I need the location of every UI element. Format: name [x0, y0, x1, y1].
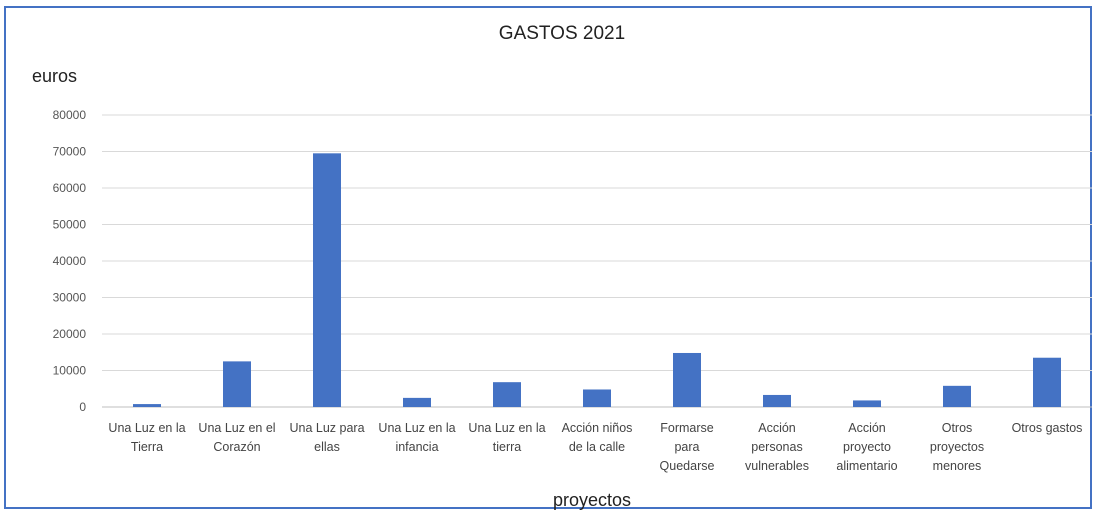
y-axis-title: euros	[32, 66, 77, 86]
bar	[403, 397, 431, 407]
x-category-label: Formarse para Quedarse	[660, 421, 715, 473]
bars	[133, 153, 1061, 407]
x-category-label: Acción proyecto alimentario	[836, 421, 897, 473]
y-tick-label: 0	[79, 400, 86, 414]
x-axis-title: proyectos	[553, 490, 631, 510]
bar	[313, 153, 341, 407]
y-tick-labels: 0 10000 20000 30000 40000 50000 60000 70000 8000…	[53, 108, 87, 414]
x-category-label: Una Luz en la tierra	[468, 421, 545, 454]
bar	[493, 382, 521, 407]
y-tick-label: 10000	[53, 364, 87, 378]
x-category-label: Una Luz en la infancia	[378, 421, 455, 454]
bar	[673, 352, 701, 407]
x-category-label: Otros gastos	[1012, 421, 1083, 435]
y-tick-label: 50000	[53, 218, 87, 232]
x-category-label: Una Luz para ellas	[289, 421, 364, 454]
gridlines	[102, 114, 1092, 408]
x-category-label: Una Luz en la Tierra	[108, 421, 185, 454]
x-category-label: Acción niños de la calle	[562, 421, 633, 454]
chart-frame: GASTOS 2021 euros proyectos 0 10000 20000 3…	[4, 6, 1092, 510]
y-tick-label: 30000	[53, 291, 87, 305]
x-category-label: Otros proyectos menores	[930, 421, 984, 473]
y-tick-label: 70000	[53, 145, 87, 159]
bar	[943, 385, 971, 407]
bar	[583, 389, 611, 407]
bar	[223, 361, 251, 407]
y-tick-label: 40000	[53, 254, 87, 268]
x-category-label: Una Luz en el Corazón	[198, 421, 275, 454]
bar	[1033, 357, 1061, 407]
x-category-labels: Una Luz en la Tierra Una Luz en el Corazón U…	[108, 421, 1082, 473]
chart-title: GASTOS 2021	[499, 23, 625, 44]
bar	[853, 400, 881, 407]
bar-chart: GASTOS 2021 euros proyectos 0 10000 20000 3…	[32, 23, 1092, 510]
y-tick-label: 60000	[53, 181, 87, 195]
bar	[763, 394, 791, 407]
y-tick-label: 80000	[53, 108, 87, 122]
x-category-label: Acción personas vulnerables	[745, 421, 809, 473]
y-tick-label: 20000	[53, 327, 87, 341]
bar	[133, 404, 161, 407]
